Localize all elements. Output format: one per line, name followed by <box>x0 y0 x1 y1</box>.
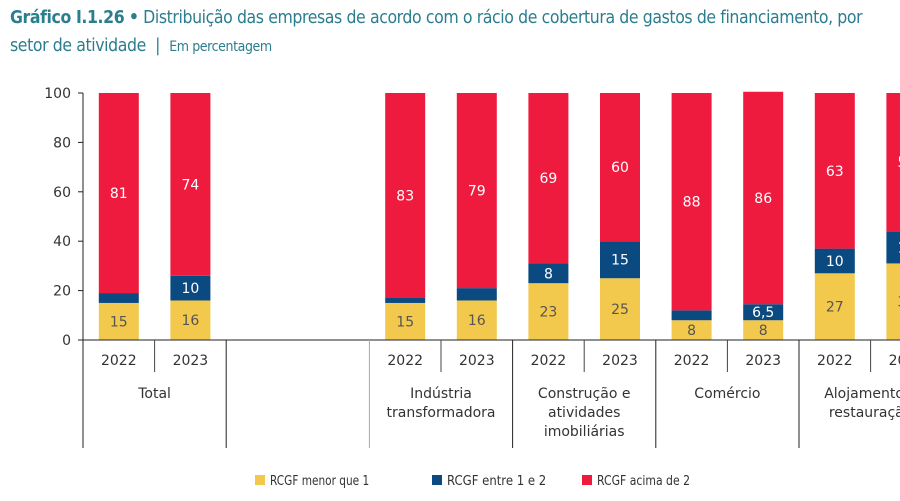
bar-segment <box>385 93 426 299</box>
bar-value-label: 27 <box>826 300 844 316</box>
bar-value-label: 16 <box>181 313 199 329</box>
legend-swatch <box>582 475 592 485</box>
x-group-label: Alojamento erestauração <box>824 386 900 421</box>
bar-value-label: 63 <box>826 164 844 180</box>
bar-segment <box>814 248 855 274</box>
x-year-label: 2022 <box>674 353 710 369</box>
bar-value-label: 15 <box>611 253 629 269</box>
bar-segment <box>886 93 900 232</box>
bar-segment <box>98 93 139 294</box>
x-year-label: 2023 <box>459 353 495 369</box>
bar-segment <box>528 283 569 340</box>
legend-label: RCGF menor que 1 <box>270 474 369 489</box>
bar-segment <box>600 93 640 242</box>
bar-value-label: 8 <box>544 266 553 282</box>
bar-segment <box>528 263 569 284</box>
y-tick-label: 40 <box>53 234 71 250</box>
legend-label: RCGF entre 1 e 2 <box>447 474 546 489</box>
bar-segment <box>671 320 712 340</box>
bar-segment <box>98 302 139 340</box>
bar-value-label: 15 <box>110 314 128 330</box>
bar-value-label: 16 <box>468 313 486 329</box>
bar-segment <box>743 91 784 305</box>
legend-swatch <box>255 475 265 485</box>
x-year-label: 2022 <box>531 353 567 369</box>
bar-segment <box>98 293 139 303</box>
x-year-label: 2022 <box>101 353 137 369</box>
bar-value-label: 6,5 <box>752 305 774 321</box>
y-tick-label: 60 <box>53 185 71 201</box>
bar-value-label: 79 <box>468 184 486 200</box>
x-year-label: 2023 <box>745 353 781 369</box>
bar-segment <box>814 93 855 249</box>
title-separator: • <box>128 8 139 28</box>
bar-segment <box>600 241 640 279</box>
bar-segment <box>671 310 712 321</box>
bar-segment <box>385 298 426 303</box>
bar-value-label: 60 <box>611 160 629 176</box>
bar-segment <box>456 288 497 301</box>
bar-segment <box>170 300 211 340</box>
bar-segment <box>170 93 211 276</box>
x-year-label: 2023 <box>889 353 900 369</box>
legend-swatch <box>432 475 442 485</box>
bar-segment <box>456 300 497 340</box>
bar-value-label: 81 <box>110 186 128 202</box>
x-year-label: 2023 <box>173 353 209 369</box>
bar-value-label: 23 <box>539 305 557 321</box>
bar-segment <box>671 93 712 311</box>
bar-segment <box>743 320 784 340</box>
x-group-label: Comércio <box>694 386 760 402</box>
bar-value-label: 83 <box>396 189 414 205</box>
chart-title-text: Distribuição das empresas de acordo com … <box>10 8 863 56</box>
bar-segment <box>528 93 569 264</box>
legend-label: RCGF acima de 2 <box>597 474 690 489</box>
x-year-label: 2022 <box>817 353 853 369</box>
bar-value-label: 74 <box>181 177 199 193</box>
bar-value-label: 8 <box>687 323 696 339</box>
bar-segment <box>600 278 640 340</box>
bar-segment <box>743 304 784 321</box>
y-tick-label: 100 <box>44 86 71 102</box>
chart-title: Gráfico I.1.26 • Distribuição das empres… <box>10 4 895 61</box>
chart-number: Gráfico I.1.26 <box>10 8 125 28</box>
bar-value-label: 8 <box>759 323 768 339</box>
bar-value-label: 31 <box>897 295 900 311</box>
bar-segment <box>814 273 855 340</box>
bar-value-label: 88 <box>683 195 701 211</box>
bar-segment <box>886 263 900 340</box>
bar-value-label: 56 <box>897 155 900 171</box>
x-group-label: Total <box>137 386 171 402</box>
bar-value-label: 69 <box>539 171 557 187</box>
title-divider: | <box>155 36 160 56</box>
bar-segment <box>170 275 211 301</box>
bar-segment <box>456 93 497 289</box>
bar-value-label: 13 <box>897 240 900 256</box>
x-year-label: 2022 <box>387 353 423 369</box>
y-tick-label: 20 <box>53 284 71 300</box>
bar-value-label: 10 <box>181 281 199 297</box>
bar-value-label: 10 <box>826 254 844 270</box>
x-group-label: Construção e atividades imobiliárias <box>538 386 631 440</box>
bar-value-label: 15 <box>396 314 414 330</box>
chart-unit: Em percentagem <box>169 39 272 55</box>
x-year-label: 2023 <box>602 353 638 369</box>
y-tick-label: 80 <box>53 135 71 151</box>
bar-segment <box>886 231 900 264</box>
bar-value-label: 25 <box>611 302 629 318</box>
x-group-label: Indústria transformadora <box>387 386 496 421</box>
bar-segment <box>385 302 426 340</box>
y-tick-label: 0 <box>62 333 71 349</box>
bar-value-label: 86 <box>754 191 772 207</box>
